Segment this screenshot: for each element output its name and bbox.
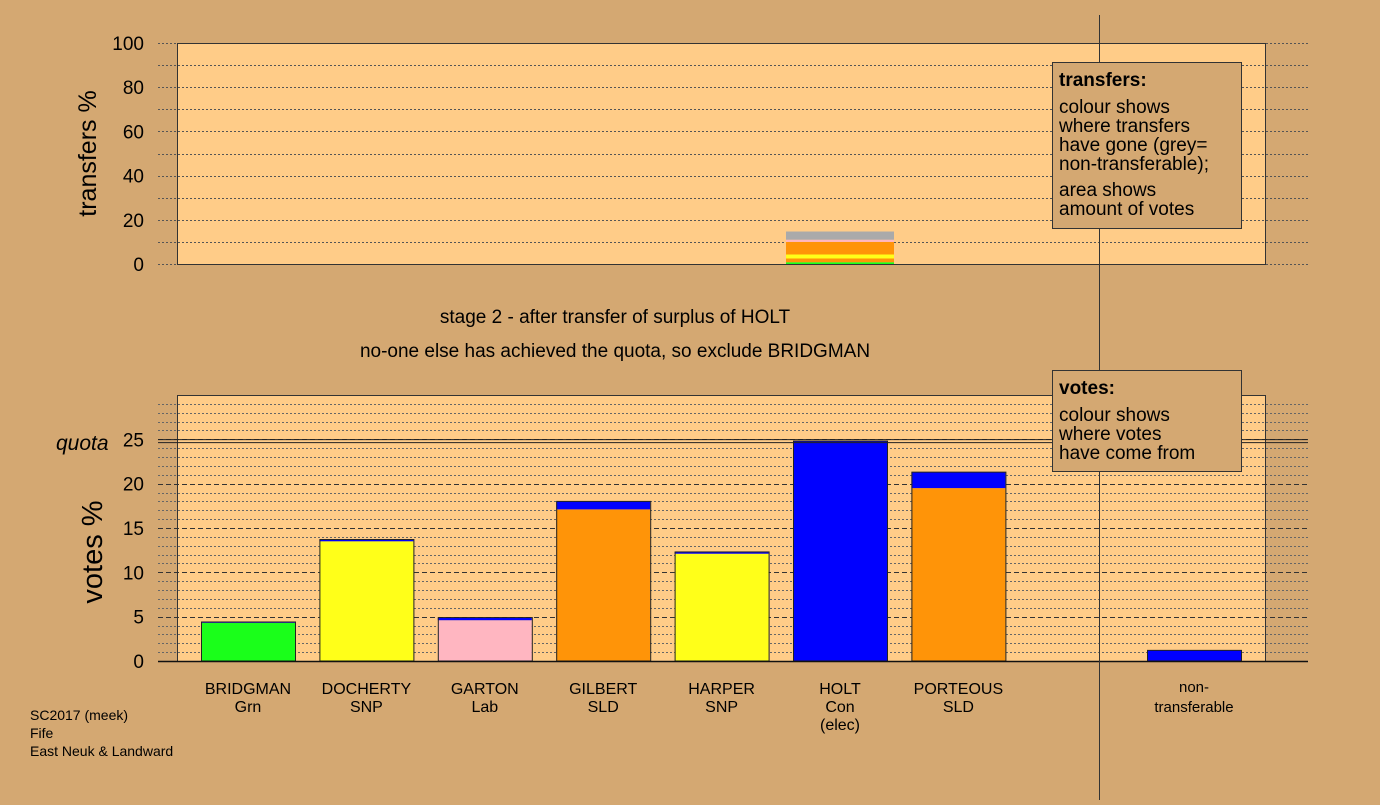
footer: SC2017 (meek) Fife East Neuk & Landward [30,706,173,760]
transfer-bar-segment [786,262,894,264]
candidate-party-label: SNP [705,699,738,716]
candidate-name-label: GARTON [451,681,519,698]
votes-y-axis-label: votes % [77,500,109,603]
candidate-name-label: BRIDGMAN [205,681,291,698]
vote-bar-segment [319,539,414,542]
candidate-name-label: DOCHERTY [322,681,412,698]
vote-bar-segment [556,501,651,510]
votes-y-tick-label: 20 [123,475,144,496]
transfers-legend-title: transfers: [1059,70,1147,91]
candidate-name-label: HOLT [819,681,861,698]
transfers-legend-text: amount of votes [1059,199,1194,220]
nontransferable-bar [1147,650,1241,661]
vote-bar-segment [556,509,651,661]
votes-legend-text: have come from [1059,443,1195,464]
transfers-y-tick-label: 60 [123,122,144,143]
vote-bar-segment [911,472,1006,489]
caption-line-2: no-one else has achieved the quota, so e… [360,341,870,362]
candidate-party-label: Grn [235,699,262,716]
vote-bar-segment [793,441,887,661]
footer-election: SC2017 (meek) [30,707,129,723]
transfer-bar-segment [786,231,894,240]
candidate-party-label: Con [825,699,854,716]
transfers-y-tick-label: 40 [123,167,144,188]
vote-bar-segment [437,620,532,661]
vote-bar-segment [319,541,414,661]
candidate-name-label: GILBERT [569,681,637,698]
transfers-legend-text: non-transferable); [1059,154,1209,175]
candidate-party-label: SLD [943,699,974,716]
votes-y-tick-label: 15 [123,519,144,540]
transfers-y-axis-label: transfers % [74,90,102,216]
candidate-name-label: HARPER [688,681,755,698]
vote-bar-segment [674,553,769,661]
votes-legend-box [1052,370,1242,472]
transfers-legend-box [1052,62,1242,229]
vote-bar-segment [201,622,295,661]
candidate-party-label: SLD [588,699,619,716]
transfer-bar-segment [786,239,894,242]
nontransferable-label-line2: transferable [1154,699,1233,716]
vote-bar-segment [911,488,1006,661]
votes-y-tick-label: 10 [123,563,144,584]
transfers-legend-text: where transfers [1058,116,1190,137]
vote-bar-segment [437,617,532,621]
transfers-legend-text: have gone (grey= [1059,135,1207,156]
transfer-bar-segment [786,241,894,255]
transfers-legend-text: area shows [1059,180,1156,201]
vote-bar-segment [674,551,769,554]
footer-council: Fife [30,725,54,741]
votes-legend-text: colour shows [1059,405,1170,426]
transfer-bar-segment [786,254,894,259]
transfers-plot-frame [177,43,1266,265]
transfers-y-tick-label: 0 [133,255,144,276]
transfers-y-tick-label: 20 [123,211,144,232]
candidate-party-label: SNP [350,699,383,716]
candidate-party-label: Lab [471,699,498,716]
votes-y-tick-label: 25 [123,430,144,451]
transfers-y-tick-label: 100 [112,34,144,55]
votes-y-tick-label: 0 [133,652,144,673]
votes-legend-text: where votes [1058,424,1161,445]
quota-label: quota [56,432,109,455]
votes-legend-title: votes: [1059,378,1115,399]
transfers-legend-text: colour shows [1059,97,1170,118]
footer-ward: East Neuk & Landward [30,743,174,759]
votes-y-tick-label: 5 [133,608,144,629]
caption-line-1: stage 2 - after transfer of surplus of H… [440,307,791,328]
transfer-bar-segment [786,258,894,263]
candidate-name-label: PORTEOUS [914,681,1004,698]
candidate-status-label: (elec) [820,717,860,734]
stage-captions: stage 2 - after transfer of surplus of H… [360,307,870,362]
transfers-y-tick-label: 80 [123,78,144,99]
nontransferable-label-line1: non- [1179,679,1209,696]
